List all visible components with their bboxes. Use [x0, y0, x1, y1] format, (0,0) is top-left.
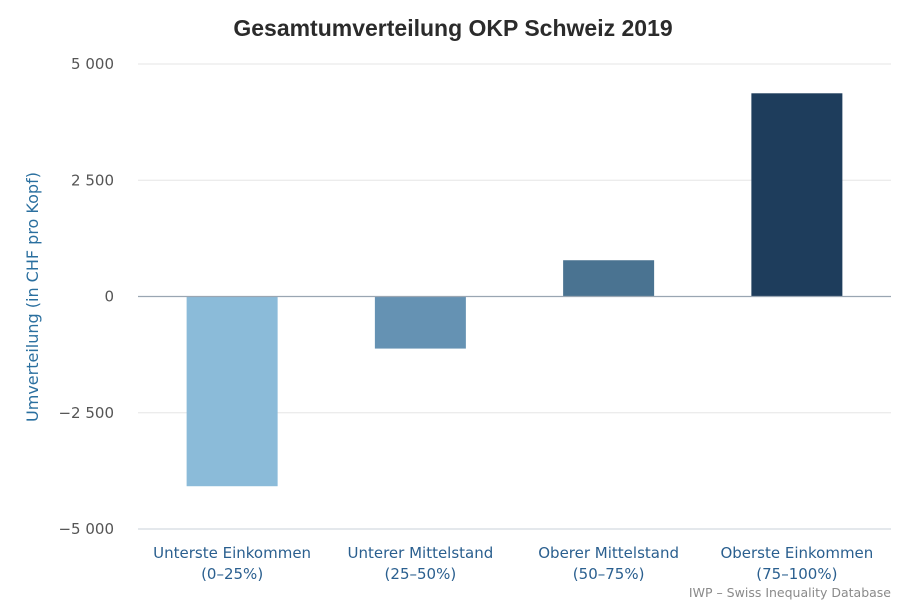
bar[interactable] — [751, 93, 843, 297]
x-tick-label: Oberer Mittelstand (50–75%) — [538, 544, 679, 583]
x-tick-label-line: Oberste Einkommen — [720, 544, 873, 562]
bar[interactable] — [563, 260, 655, 297]
x-tick-label: Unterste Einkommen (0–25%) — [153, 544, 311, 583]
y-axis-label: Umverteilung (in CHF pro Kopf) — [23, 172, 42, 422]
y-tick-labels: 5 000 2 500 0 −2 500 −5 000 — [58, 55, 114, 538]
y-tick-label: −5 000 — [58, 520, 114, 538]
x-tick-label-line: (75–100%) — [756, 565, 837, 583]
x-tick-labels: Unterste Einkommen (0–25%) Unterer Mittels… — [153, 544, 873, 583]
x-tick-label-line: (0–25%) — [201, 565, 263, 583]
y-tick-label: 0 — [104, 288, 114, 306]
x-tick-label-line: Unterer Mittelstand — [347, 544, 493, 562]
y-tick-label: 2 500 — [71, 171, 114, 189]
bars — [186, 93, 843, 487]
x-tick-label: Oberste Einkommen (75–100%) — [720, 544, 873, 583]
source-credit: IWP – Swiss Inequality Database — [689, 585, 891, 600]
bar[interactable] — [186, 296, 278, 487]
chart-title: Gesamtumverteilung OKP Schweiz 2019 — [233, 15, 672, 41]
x-tick-label: Unterer Mittelstand (25–50%) — [347, 544, 493, 583]
bar[interactable] — [374, 296, 466, 349]
x-tick-label-line: (25–50%) — [385, 565, 457, 583]
y-tick-label: −2 500 — [58, 404, 114, 422]
y-tick-label: 5 000 — [71, 55, 114, 73]
x-tick-label-line: Oberer Mittelstand — [538, 544, 679, 562]
x-tick-label-line: Unterste Einkommen — [153, 544, 311, 562]
x-tick-label-line: (50–75%) — [573, 565, 645, 583]
